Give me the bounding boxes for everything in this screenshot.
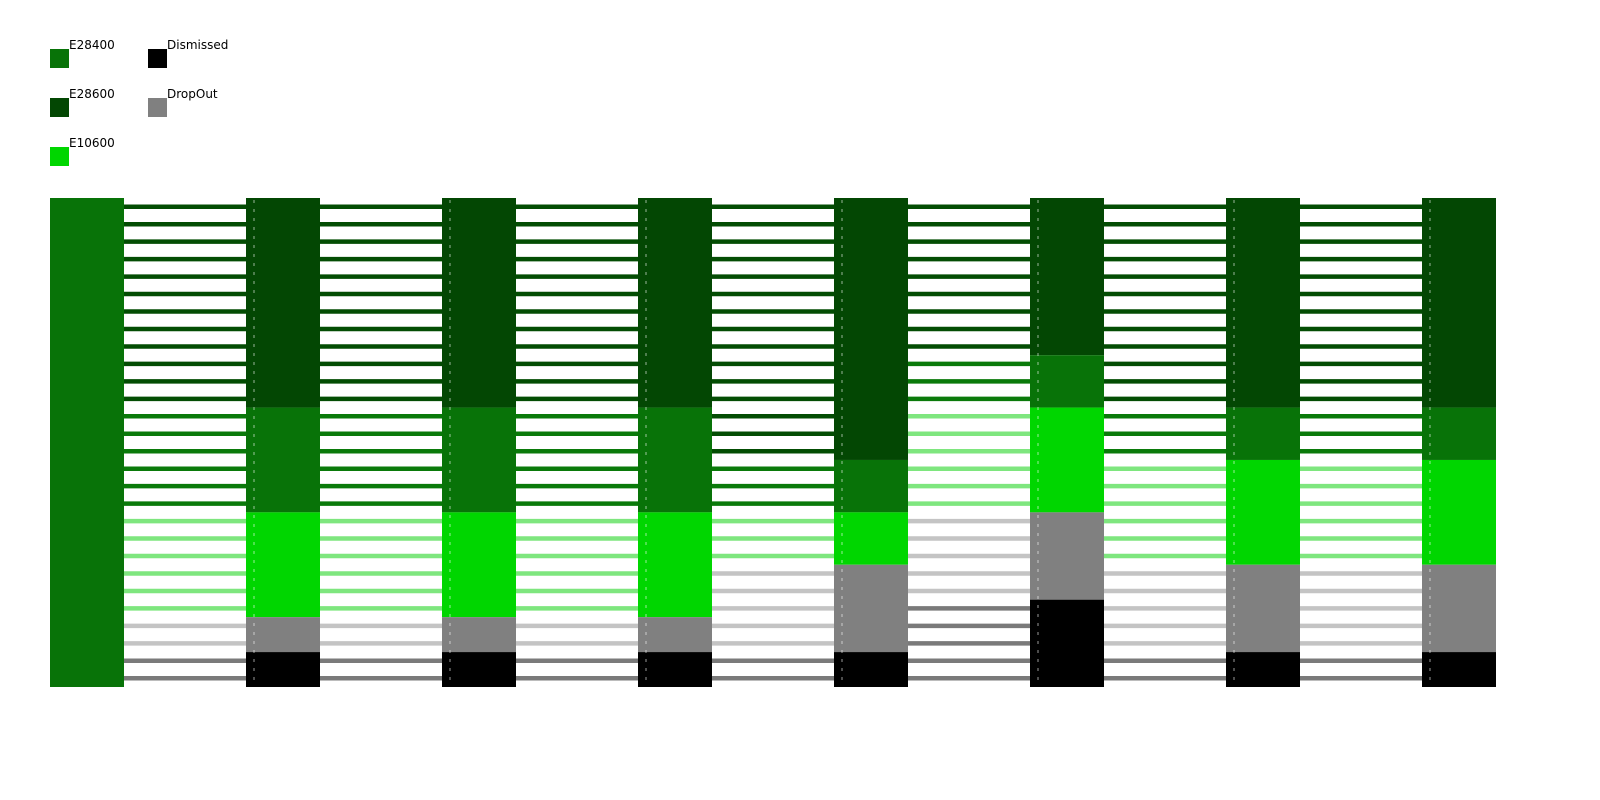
bar-stage-7-e28400 xyxy=(1226,407,1300,460)
bar-stage-4-e28600 xyxy=(638,198,712,408)
bar-stage-6-e28400 xyxy=(1030,355,1104,408)
stage-bars xyxy=(50,198,1496,687)
flow-links xyxy=(124,204,1422,681)
bar-stage-8-e28600 xyxy=(1422,198,1496,408)
bar-stage-8-e28400 xyxy=(1422,407,1496,460)
bar-stage-4-dropout xyxy=(638,617,712,653)
bar-stage-8-e10600 xyxy=(1422,459,1496,565)
bar-stage-4-dismissed xyxy=(638,652,712,687)
bar-stage-2-e28600 xyxy=(246,198,320,408)
bar-stage-5-e28400 xyxy=(834,459,908,513)
bar-stage-7-dismissed xyxy=(1226,652,1300,687)
legend-label-dropout: DropOut xyxy=(167,87,218,101)
legend-swatch-e10600 xyxy=(50,147,69,166)
legend-label-e28400: E28400 xyxy=(69,38,115,52)
bar-stage-5-dropout xyxy=(834,564,908,653)
legend-label-e10600: E10600 xyxy=(69,136,115,150)
bar-stage-7-e28600 xyxy=(1226,198,1300,408)
bar-stage-2-dismissed xyxy=(246,652,320,687)
bar-stage-3-e28600 xyxy=(442,198,516,408)
bar-stage-2-e28400 xyxy=(246,407,320,513)
bar-stage-5-e10600 xyxy=(834,512,908,565)
bar-stage-5-dismissed xyxy=(834,652,908,687)
legend-label-e28600: E28600 xyxy=(69,87,115,101)
legend: E28400 E28600 E10600 Dismissed DropOut xyxy=(50,38,228,166)
bar-stage-3-e28400 xyxy=(442,407,516,513)
bar-stage-3-e10600 xyxy=(442,512,516,618)
legend-swatch-dropout xyxy=(148,98,167,117)
bar-stage-2-dropout xyxy=(246,617,320,653)
legend-swatch-e28600 xyxy=(50,98,69,117)
bar-stage-6-e10600 xyxy=(1030,407,1104,513)
bar-stage-1-e28400 xyxy=(50,198,124,687)
bar-stage-2-e10600 xyxy=(246,512,320,618)
bar-stage-7-dropout xyxy=(1226,564,1300,653)
bar-stage-6-e28600 xyxy=(1030,198,1104,356)
bar-stage-5-e28600 xyxy=(834,198,908,460)
legend-swatch-dismissed xyxy=(148,49,167,68)
bar-stage-6-dropout xyxy=(1030,512,1104,600)
bar-stage-3-dismissed xyxy=(442,652,516,687)
bar-stage-7-e10600 xyxy=(1226,459,1300,565)
legend-swatch-e28400 xyxy=(50,49,69,68)
bar-stage-8-dropout xyxy=(1422,564,1496,653)
bar-stage-8-dismissed xyxy=(1422,652,1496,687)
bar-stage-3-dropout xyxy=(442,617,516,653)
bar-stage-6-dismissed xyxy=(1030,599,1104,687)
legend-label-dismissed: Dismissed xyxy=(167,38,228,52)
bar-stage-4-e10600 xyxy=(638,512,712,618)
bar-stage-4-e28400 xyxy=(638,407,712,513)
